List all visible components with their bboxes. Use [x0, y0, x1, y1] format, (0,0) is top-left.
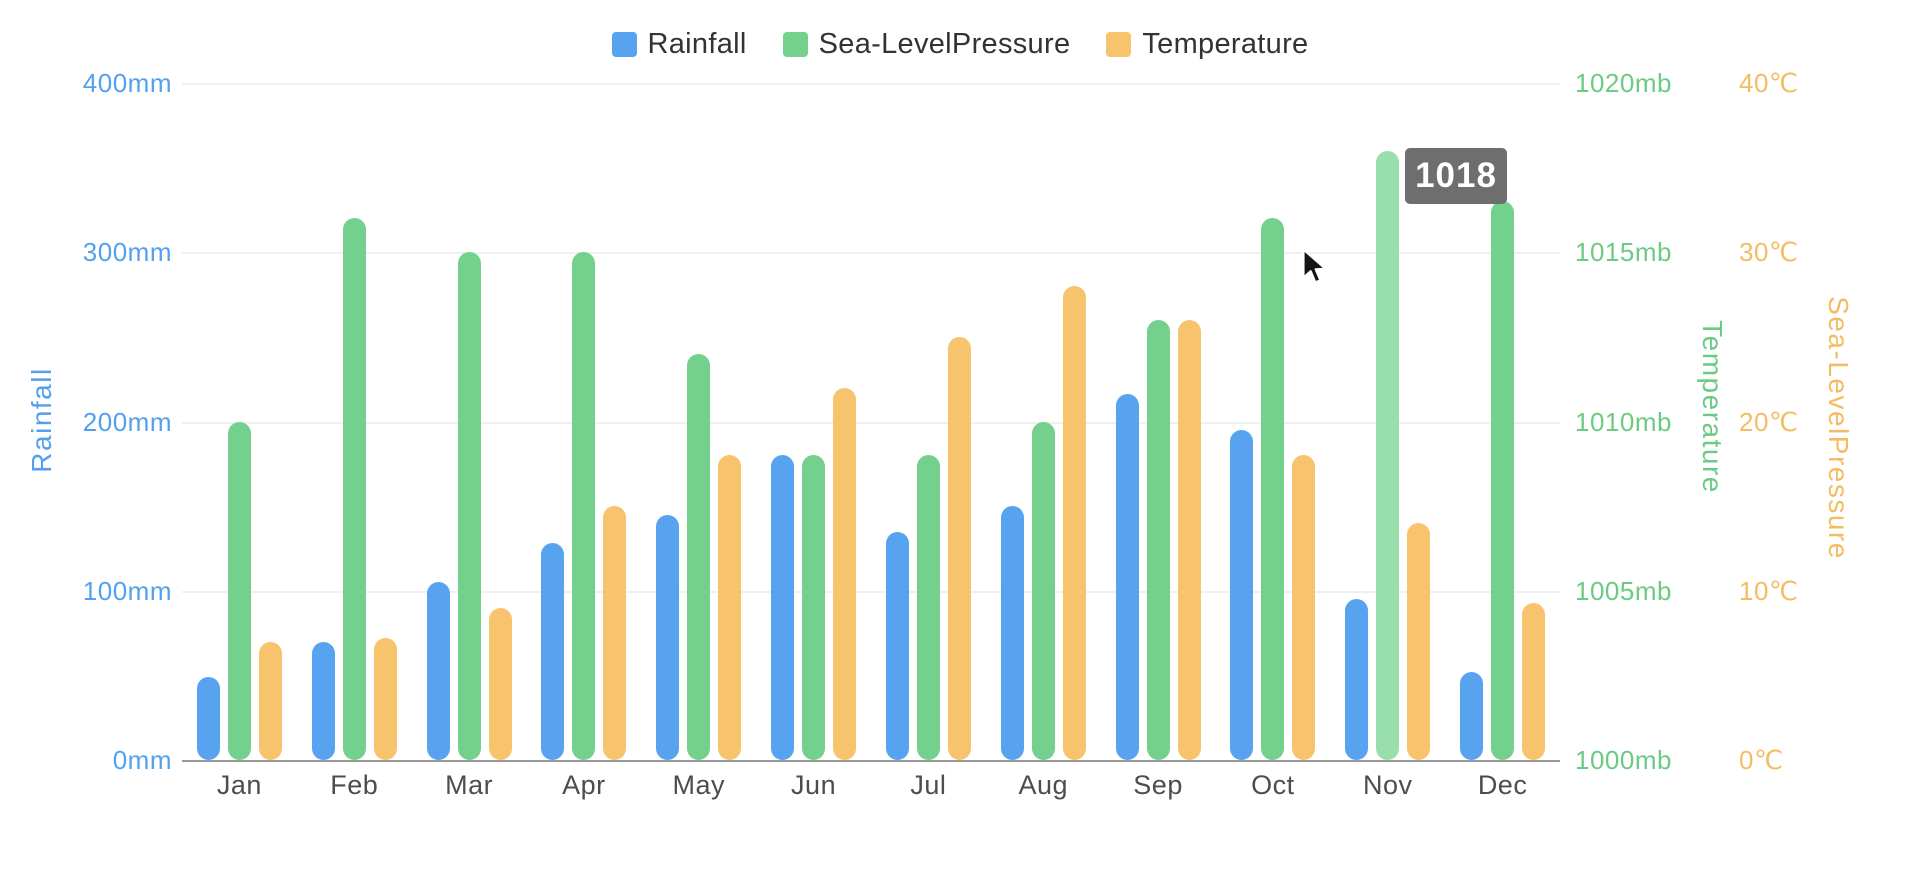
pressure-axis-tick: 1020mb — [1575, 68, 1672, 98]
bar-rainfall-apr[interactable] — [541, 543, 565, 760]
pressure-axis-tick: 1000mb — [1575, 745, 1672, 775]
rainfall-axis-tick: 0mm — [112, 745, 172, 775]
temperature-axis-tick: 20℃ — [1739, 406, 1799, 437]
rainfall-axis-tick: 300mm — [82, 237, 172, 268]
bar-temperature-nov[interactable] — [1407, 523, 1431, 760]
bar-temperature-jun[interactable] — [833, 387, 857, 760]
bar-sea-levelpressure-feb[interactable] — [342, 218, 366, 760]
bar-sea-levelpressure-jan[interactable] — [227, 421, 251, 760]
temperature-axis-tick: 40℃ — [1739, 68, 1799, 98]
bar-temperature-sep[interactable] — [1177, 319, 1201, 760]
plot-area — [182, 83, 1560, 762]
x-axis-label-jul: Jul — [910, 770, 947, 800]
bar-sea-levelpressure-oct[interactable] — [1261, 218, 1285, 760]
temperature-axis-tick: 30℃ — [1739, 237, 1799, 268]
bar-rainfall-jul[interactable] — [885, 531, 909, 760]
bar-temperature-dec[interactable] — [1522, 602, 1546, 760]
bar-rainfall-jun[interactable] — [771, 455, 795, 760]
bar-rainfall-may[interactable] — [656, 514, 680, 760]
bar-rainfall-aug[interactable] — [1000, 506, 1024, 760]
bar-sea-levelpressure-sep[interactable] — [1146, 319, 1170, 760]
legend-item-temperature[interactable]: Temperature — [1106, 28, 1308, 61]
bar-rainfall-dec[interactable] — [1460, 672, 1484, 760]
x-axis-label-dec: Dec — [1477, 770, 1528, 800]
pressure-axis-tick: 1005mb — [1575, 575, 1672, 606]
rainfall-axis-tick: 100mm — [82, 575, 172, 606]
bar-temperature-oct[interactable] — [1292, 455, 1316, 760]
gridline — [182, 83, 1560, 85]
bar-temperature-aug[interactable] — [1062, 286, 1086, 760]
x-axis-label-oct: Oct — [1251, 770, 1295, 800]
pressure-axis-tick: 1010mb — [1575, 406, 1672, 437]
mouse-cursor-icon — [1302, 248, 1327, 284]
x-axis-label-may: May — [672, 770, 725, 800]
x-axis-label-apr: Apr — [562, 770, 606, 800]
tooltip: 1018 — [1405, 148, 1507, 204]
legend: Rainfall Sea-LevelPressure Temperature — [0, 28, 1920, 61]
bar-sea-levelpressure-aug[interactable] — [1031, 421, 1055, 760]
x-axis-line — [182, 760, 1560, 762]
rainfall-axis-title: Rainfall — [26, 367, 57, 473]
bar-temperature-jan[interactable] — [258, 641, 282, 760]
bar-sea-levelpressure-nov[interactable] — [1376, 150, 1400, 760]
rainfall-axis-tick: 200mm — [82, 406, 172, 437]
pressure-axis-tick: 1015mb — [1575, 237, 1672, 268]
bar-rainfall-mar[interactable] — [426, 582, 450, 760]
temperature-axis-tick: 0℃ — [1739, 745, 1784, 775]
legend-swatch-icon — [782, 32, 808, 57]
legend-item-sea-levelpressure[interactable]: Sea-LevelPressure — [782, 28, 1071, 61]
bar-rainfall-nov[interactable] — [1345, 599, 1369, 760]
x-axis-label-mar: Mar — [445, 770, 494, 800]
tooltip-value: 1018 — [1415, 156, 1497, 195]
bar-rainfall-feb[interactable] — [311, 641, 335, 760]
x-axis-label-aug: Aug — [1018, 770, 1069, 800]
bar-temperature-jul[interactable] — [947, 336, 971, 760]
gridline — [182, 421, 1560, 424]
legend-item-rainfall[interactable]: Rainfall — [611, 28, 747, 61]
bar-temperature-feb[interactable] — [373, 638, 397, 760]
legend-swatch-icon — [1106, 32, 1132, 57]
bar-sea-levelpressure-may[interactable] — [687, 353, 711, 760]
legend-label: Rainfall — [647, 28, 747, 60]
gridline — [182, 590, 1560, 593]
bar-rainfall-jan[interactable] — [196, 677, 220, 760]
legend-label: Sea-LevelPressure — [818, 28, 1071, 60]
bar-sea-levelpressure-jun[interactable] — [802, 455, 826, 760]
bar-temperature-may[interactable] — [718, 455, 742, 760]
bar-temperature-apr[interactable] — [603, 506, 627, 760]
bar-sea-levelpressure-jul[interactable] — [916, 455, 940, 760]
bar-sea-levelpressure-dec[interactable] — [1491, 201, 1515, 760]
bar-rainfall-oct[interactable] — [1230, 429, 1254, 760]
gridline — [182, 252, 1560, 255]
rainfall-axis-tick: 400mm — [82, 68, 172, 98]
x-axis-label-sep: Sep — [1133, 770, 1183, 800]
x-axis-label-feb: Feb — [330, 770, 379, 800]
bar-temperature-mar[interactable] — [488, 607, 512, 760]
x-axis-label-jun: Jun — [791, 770, 837, 800]
temperature-axis-tick: 10℃ — [1739, 575, 1799, 606]
legend-label: Temperature — [1142, 28, 1309, 60]
x-axis-label-jan: Jan — [216, 770, 262, 800]
x-axis-label-nov: Nov — [1362, 770, 1413, 800]
legend-swatch-icon — [611, 32, 637, 57]
bar-rainfall-sep[interactable] — [1115, 394, 1139, 760]
bar-sea-levelpressure-mar[interactable] — [457, 252, 481, 760]
bar-sea-levelpressure-apr[interactable] — [572, 252, 596, 760]
